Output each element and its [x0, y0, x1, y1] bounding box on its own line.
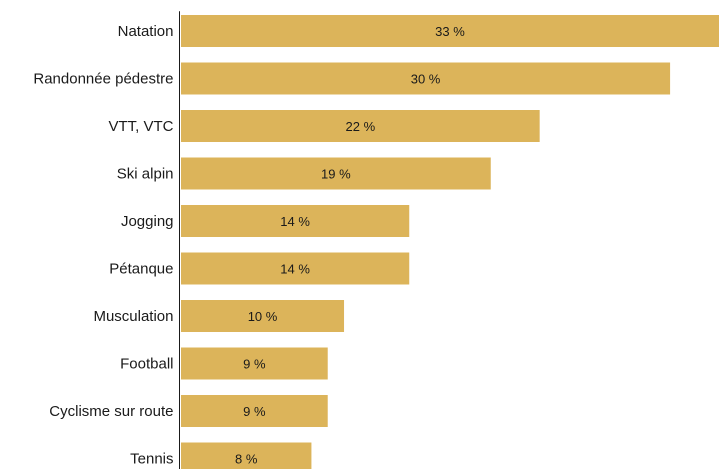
category-label: Pétanque: [109, 261, 173, 278]
bar: [181, 205, 410, 237]
category-label: Musculation: [93, 308, 173, 325]
value-label: 8 %: [235, 452, 258, 467]
category-label: Tennis: [130, 451, 173, 468]
category-label: Randonnée pédestre: [33, 71, 173, 88]
category-label: VTT, VTC: [108, 118, 173, 135]
value-label: 14 %: [280, 262, 310, 277]
category-labels-group: Natation Randonnée pédestre VTT, VTC Ski al…: [33, 23, 173, 468]
value-labels-group: 33 % 30 % 22 % 19 % 14 % 14 % 10 % 9 % 9 % 8 %: [235, 24, 465, 467]
value-label: 9 %: [243, 404, 266, 419]
bar: [181, 62, 671, 95]
value-label: 10 %: [248, 309, 278, 324]
value-label: 9 %: [243, 357, 266, 372]
category-label: Natation: [118, 23, 174, 40]
bar: [181, 157, 491, 190]
category-label: Jogging: [121, 213, 174, 230]
category-label: Football: [120, 356, 173, 373]
bar: [181, 442, 312, 469]
value-label: 19 %: [321, 167, 351, 182]
value-label: 33 %: [435, 24, 465, 39]
bar: [181, 300, 345, 332]
bar: [181, 252, 410, 285]
bar: [181, 15, 719, 47]
bars-group: [181, 15, 719, 469]
bar: [181, 110, 540, 142]
value-label: 14 %: [280, 214, 310, 229]
category-label: Cyclisme sur route: [49, 403, 173, 420]
value-label: 30 %: [411, 72, 441, 87]
bar: [181, 347, 328, 380]
bar: [181, 395, 328, 427]
category-label: Ski alpin: [117, 166, 174, 183]
value-label: 22 %: [346, 119, 376, 134]
